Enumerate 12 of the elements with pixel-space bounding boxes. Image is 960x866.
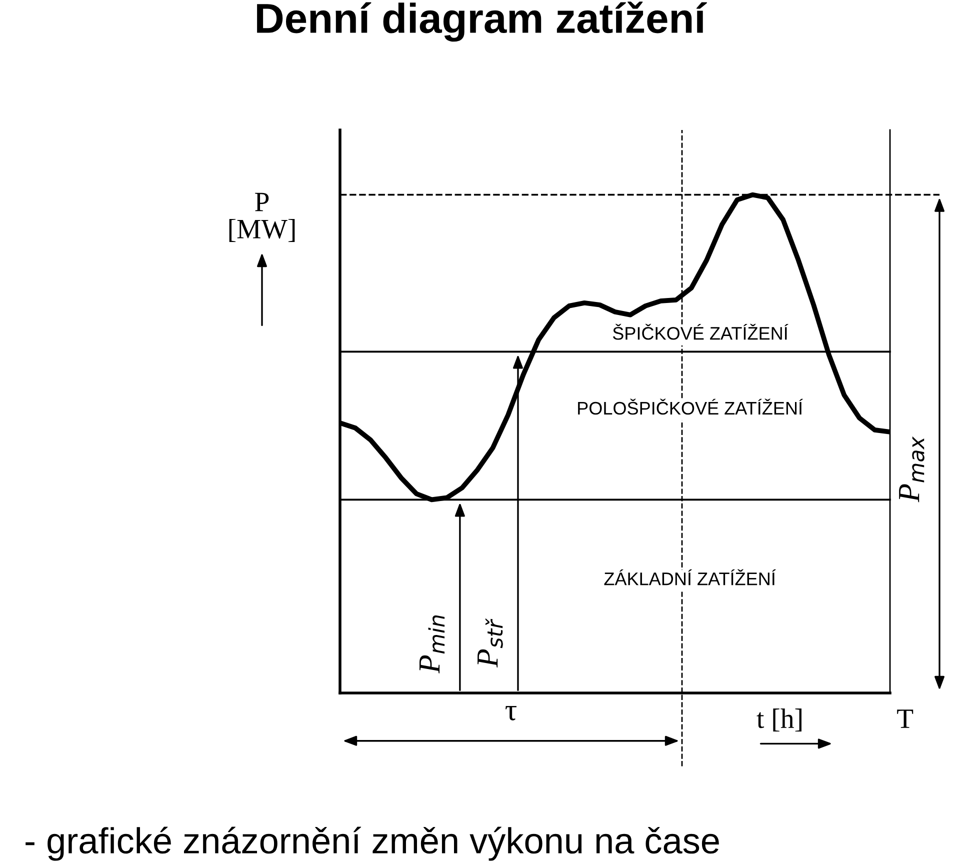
y-axis-title: P [MW] bbox=[229, 192, 295, 242]
text: τ bbox=[506, 706, 516, 720]
annotation: ZÁKLADNÍ ZATÍŽENÍ bbox=[604, 569, 776, 586]
text: - grafické znázornění změn výkonu na čase bbox=[26, 826, 719, 861]
annotation: ŠPIČKOVÉ ZATÍŽENÍ bbox=[612, 324, 788, 340]
ref-line-label: P$_{stř}$ bbox=[478, 618, 503, 668]
chart-title: Denní diagram zatížení bbox=[257, 2, 707, 42]
annotation: POLOŠPIČKOVÉ ZATÍŽENÍ bbox=[578, 398, 803, 415]
text: P$_{max}$ bbox=[899, 436, 924, 502]
x-axis-title: t [h] bbox=[756, 708, 802, 732]
text: T bbox=[897, 710, 914, 728]
ref-line-label: P$_{min}$ bbox=[420, 615, 445, 674]
